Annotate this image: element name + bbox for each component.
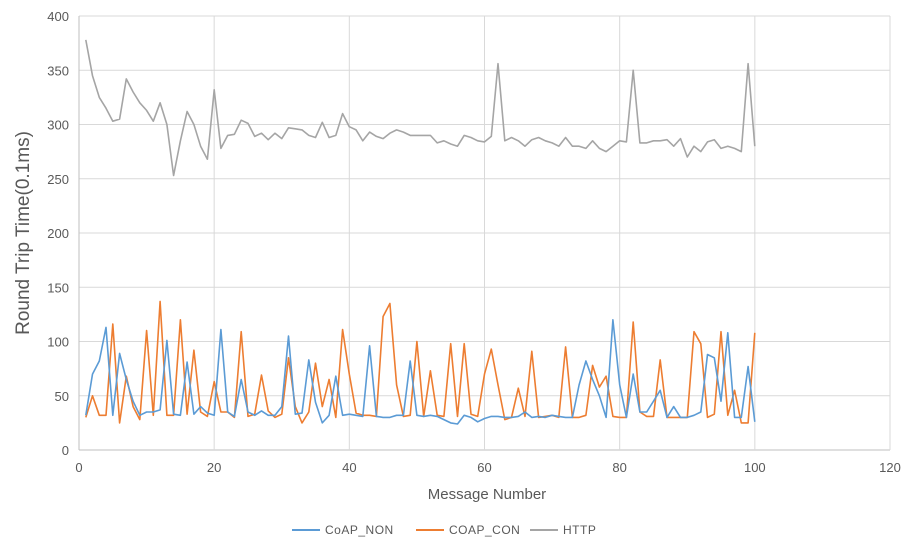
x-tick-label: 60 [477, 460, 491, 475]
y-tick-label: 100 [47, 335, 69, 350]
x-tick-label: 20 [207, 460, 221, 475]
y-tick-label: 200 [47, 226, 69, 241]
x-tick-label: 100 [744, 460, 766, 475]
x-tick-label: 120 [879, 460, 901, 475]
y-tick-label: 300 [47, 118, 69, 133]
x-tick-label: 80 [612, 460, 626, 475]
x-tick-label: 0 [75, 460, 82, 475]
legend-label-coap-con: COAP_CON [449, 523, 520, 537]
y-axis-title: Round Trip Time(0.1ms) [13, 131, 34, 335]
x-tick-label: 40 [342, 460, 356, 475]
y-tick-label: 50 [55, 389, 69, 404]
y-tick-label: 400 [47, 9, 69, 24]
y-tick-label: 150 [47, 280, 69, 295]
y-tick-label: 0 [62, 443, 69, 458]
y-tick-label: 250 [47, 172, 69, 187]
legend-label-coap-non: CoAP_NON [325, 523, 394, 537]
x-axis-title: Message Number [428, 486, 546, 503]
y-tick-label: 350 [47, 63, 69, 78]
legend-label-http: HTTP [563, 523, 596, 537]
